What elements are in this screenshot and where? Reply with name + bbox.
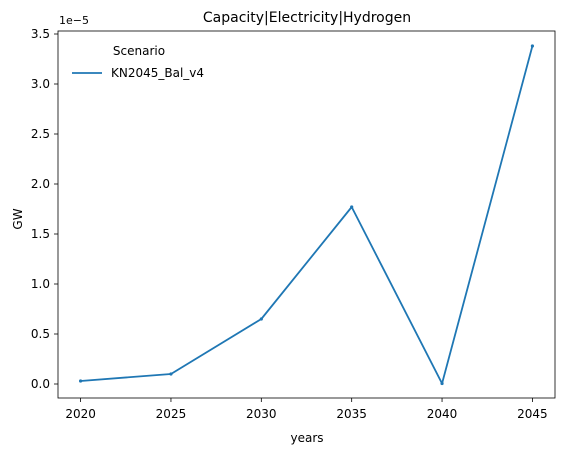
plot-frame — [57, 30, 556, 399]
y-axis-label: GW — [11, 208, 25, 229]
data-point — [440, 381, 444, 386]
data-point — [259, 317, 263, 321]
y-scale-label: 1e−5 — [59, 14, 89, 27]
legend-series-label: KN2045_Bal_v4 — [111, 66, 204, 80]
y-tick-label: 3.5 — [31, 27, 50, 41]
y-tick-label: 0.5 — [31, 327, 50, 341]
y-tick-label: 1.0 — [31, 277, 50, 291]
data-point — [530, 44, 535, 48]
chart-title: Capacity|Electricity|Hydrogen — [203, 10, 411, 26]
series-lines — [78, 44, 535, 386]
x-tick-label: 2025 — [156, 407, 187, 421]
x-axis-label: years — [290, 431, 323, 445]
legend: Scenario KN2045_Bal_v4 — [72, 44, 204, 80]
data-point — [169, 372, 173, 376]
legend-title: Scenario — [113, 44, 165, 58]
x-tick-label: 2045 — [517, 407, 548, 421]
x-tick-label: 2030 — [246, 407, 277, 421]
axes — [57, 30, 556, 399]
y-tick-label: 0.0 — [31, 377, 50, 391]
data-point — [350, 205, 354, 209]
x-tick-label: 2020 — [65, 407, 96, 421]
series-line-0 — [79, 45, 534, 385]
y-tick-label: 1.5 — [31, 227, 50, 241]
y-tick-label: 2.0 — [31, 177, 50, 191]
x-tick-label: 2040 — [427, 407, 458, 421]
data-point — [78, 379, 83, 383]
y-tick-label: 3.0 — [31, 77, 50, 91]
x-tick-label: 2035 — [336, 407, 367, 421]
y-tick-label: 2.5 — [31, 127, 50, 141]
ticks: 2020 2025 2030 2035 2040 2045 0.0 0.5 1.0 1.5 2.0 2… — [31, 27, 548, 421]
